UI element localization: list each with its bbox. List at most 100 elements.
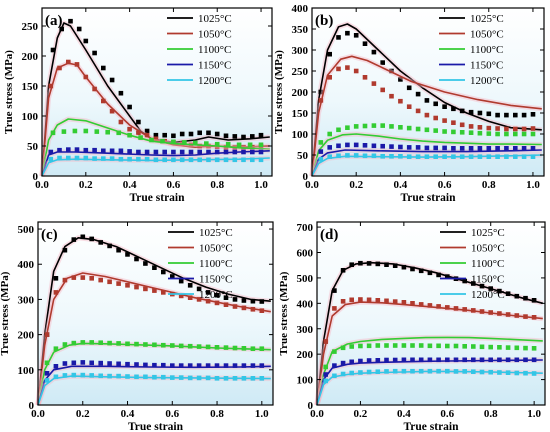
- panel-label: (c): [41, 227, 58, 243]
- series-1-marker: [197, 130, 202, 136]
- series-3-marker: [116, 130, 121, 136]
- series-2-marker: [389, 93, 394, 99]
- series-2-marker: [44, 332, 50, 337]
- series-2-marker: [323, 339, 328, 344]
- legend-label: 1025°C: [199, 227, 233, 239]
- series-3-marker: [375, 343, 381, 348]
- series-2-marker: [513, 126, 518, 132]
- series-5-marker: [380, 154, 385, 159]
- series-3-marker: [62, 342, 68, 347]
- series-3-marker: [98, 340, 103, 345]
- series-2-marker: [349, 297, 354, 303]
- series-3-marker: [125, 341, 130, 347]
- series-3-marker: [61, 129, 67, 134]
- x-axis-label: True strain: [403, 421, 459, 432]
- series-1-marker: [162, 132, 167, 138]
- series-1-marker: [107, 243, 112, 249]
- series-3-marker: [366, 343, 372, 349]
- series-3-marker: [187, 343, 193, 349]
- series-2-marker: [161, 290, 166, 295]
- legend-label: 1150°C: [198, 60, 231, 72]
- series-4-marker: [530, 146, 536, 151]
- series-3-marker: [505, 345, 511, 350]
- series-1-marker: [241, 298, 247, 303]
- series-5-marker: [514, 370, 520, 376]
- series-4-marker: [424, 145, 430, 151]
- x-tick-label: 0.6: [440, 408, 454, 420]
- y-tick-label: 400: [18, 259, 35, 271]
- series-5-marker: [495, 154, 500, 159]
- series-4-marker: [353, 142, 359, 148]
- series-5-marker: [392, 368, 398, 374]
- series-line-1: [37, 237, 271, 406]
- series-5-marker: [371, 153, 377, 159]
- series-2-marker: [53, 290, 59, 295]
- series-4-marker: [144, 149, 150, 155]
- legend-label: 1100°C: [199, 258, 232, 270]
- series-4-marker: [241, 363, 247, 368]
- series-4-marker: [505, 357, 511, 363]
- x-tick-label: 0.8: [484, 408, 498, 420]
- series-4-marker: [488, 357, 493, 363]
- series-3-marker: [433, 128, 438, 133]
- series-2-marker: [107, 279, 112, 285]
- legend-label: 1050°C: [198, 29, 232, 41]
- x-tick-label: 1.0: [527, 408, 541, 420]
- series-4-marker: [214, 363, 220, 368]
- series-4-marker: [332, 363, 337, 368]
- series-2-marker: [505, 312, 511, 317]
- series-5-marker: [486, 154, 492, 159]
- series-line-2: [311, 55, 542, 177]
- series-5-marker: [401, 368, 407, 374]
- series-4-marker: [318, 149, 324, 154]
- series-4-marker: [171, 149, 176, 155]
- series-4-marker: [134, 362, 139, 367]
- series-4-marker: [179, 149, 185, 155]
- series-5-marker: [196, 375, 202, 381]
- series-3-marker: [232, 345, 238, 351]
- series-1-marker: [259, 299, 265, 304]
- series-3-marker: [196, 344, 202, 349]
- series-2-marker: [71, 275, 77, 280]
- series-1-marker: [427, 270, 433, 276]
- series-2-marker: [80, 275, 86, 280]
- series-2-marker: [471, 308, 476, 313]
- chart-panel-2: 0.0 0.2 0.4 0.6 0.8 1.0 0 50 100 150 200 250 300 350 4…: [273, 3, 545, 204]
- series-1-marker: [505, 291, 511, 296]
- series-3-marker: [80, 340, 86, 345]
- series-1-marker: [488, 286, 493, 291]
- series-2-marker: [340, 299, 346, 304]
- x-tick-label: 1.0: [526, 179, 540, 191]
- series-4-marker: [459, 146, 465, 151]
- series-4-marker: [127, 149, 132, 154]
- series-1-marker: [418, 268, 424, 274]
- x-tick-label: 0.2: [79, 179, 93, 191]
- series-3-marker: [406, 125, 412, 131]
- series-1-marker: [349, 262, 354, 267]
- panel-label: (a): [45, 13, 63, 29]
- series-4-marker: [471, 357, 476, 363]
- series-3-marker: [486, 131, 492, 136]
- series-4-marker: [125, 361, 130, 367]
- series-5-marker: [433, 154, 438, 159]
- series-2-marker: [136, 130, 141, 136]
- series-3-marker: [442, 129, 447, 134]
- series-4-marker: [241, 149, 246, 155]
- series-5-marker: [134, 374, 139, 380]
- series-4-marker: [486, 146, 492, 151]
- series-2-marker: [118, 119, 124, 125]
- x-tick-label: 0.4: [394, 179, 408, 191]
- x-tick-label: 0.0: [31, 408, 45, 420]
- x-tick-label: 0.8: [210, 179, 224, 191]
- series-3-marker: [250, 346, 256, 351]
- series-4-marker: [453, 357, 459, 363]
- series-4-marker: [462, 357, 467, 363]
- series-2-marker: [332, 306, 337, 311]
- series-1-marker: [68, 18, 73, 24]
- x-tick-label: 0.4: [397, 408, 411, 420]
- series-4-marker: [327, 145, 332, 150]
- series-5-marker: [323, 378, 328, 384]
- series-3-marker: [436, 343, 441, 349]
- series-5-marker: [497, 370, 502, 375]
- series-1-marker: [327, 51, 332, 57]
